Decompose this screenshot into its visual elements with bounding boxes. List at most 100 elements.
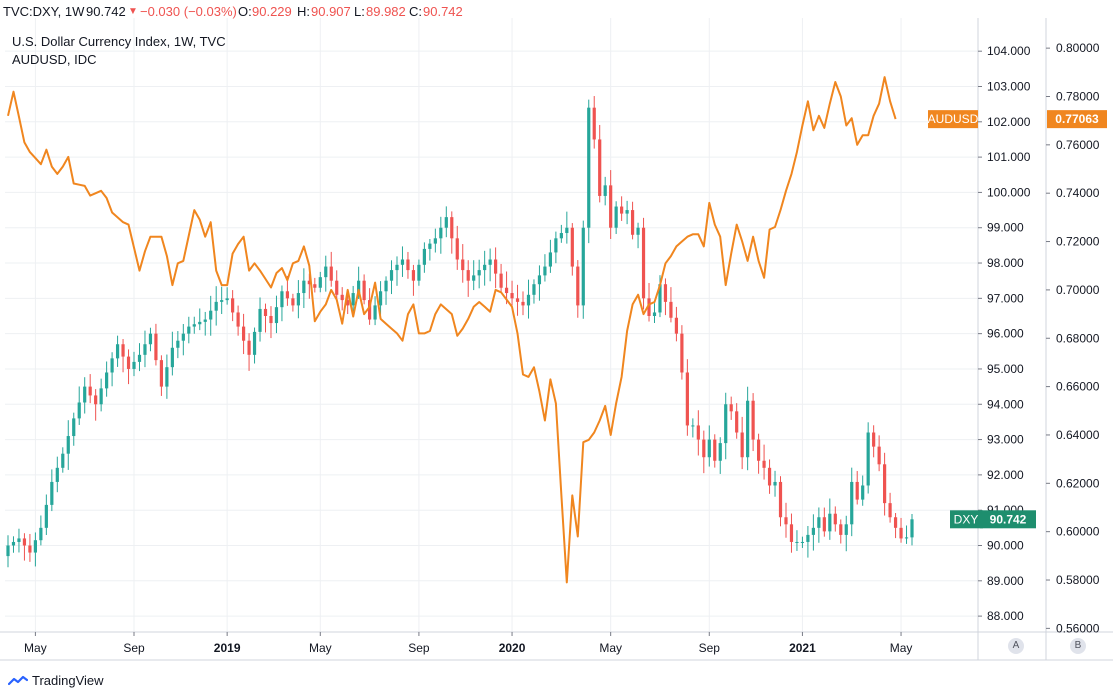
candle-body [778,481,783,518]
dxy-candle [888,492,892,523]
dxy-candle [395,256,399,286]
candle-body [417,264,421,281]
dxy-candle [806,525,810,558]
right-axis-tick-label: 0.60000 [1056,525,1100,539]
dxy-candle [269,306,273,339]
candle-body [877,446,881,465]
dxy-candle [126,349,131,385]
dxy-candle [630,201,635,240]
audusd-tag: AUDUSD [928,112,979,126]
candle-body [55,467,59,482]
candle-body [883,464,887,504]
candle-body [855,481,859,500]
left-axis-tick-label: 99.000 [987,221,1024,235]
open-label: O: [238,4,252,19]
candle-body [400,259,405,265]
dxy-candle [576,260,580,318]
candle-body [346,300,350,306]
dxy-candle [773,470,777,497]
candle-body [548,252,552,267]
candle-body [625,210,629,214]
candle-body [800,541,805,543]
dxy-tag-bg [950,510,983,529]
candle-body [844,524,848,535]
candle-body [893,517,898,528]
dxy-candle [663,278,668,316]
candle-body [225,298,229,301]
candle-body [817,517,821,528]
dxy-candle [384,276,388,305]
dxy-candle [488,248,492,282]
dxy-candle [198,308,202,331]
dxy-candle [850,467,854,537]
dxy-candle [351,285,355,314]
candle-body [307,280,311,285]
dxy-candle [83,377,87,414]
dxy-candle [115,335,120,367]
candle-body [510,293,514,299]
dxy-candle [406,251,410,279]
candle-body [384,280,388,292]
dxy-candle [225,287,229,305]
candle-body [729,404,733,412]
candle-body [455,238,459,260]
candle-body [72,418,76,437]
candle-body [620,206,624,214]
candle-body [630,210,635,235]
dxy-candle [707,425,711,467]
main-series-legend[interactable]: U.S. Dollar Currency Index, 1W, TVC [12,34,226,49]
candle-body [274,307,279,324]
dxy-candle [241,313,246,355]
candle-body [598,139,602,196]
dxy-candle [685,359,689,436]
dxy-candle [652,303,657,323]
candle-body [94,395,98,405]
audusd-series-line [7,76,897,584]
dxy-candle [373,296,377,326]
candle-body [565,227,569,234]
candle-body [291,298,295,306]
right-axis-tick-label: 0.80000 [1056,41,1100,55]
audusd-last-value-bg [1047,110,1107,129]
candle-body [483,264,487,271]
candle-body [674,317,679,334]
dxy-candle [439,216,443,254]
tradingview-logo[interactable]: TradingView [8,673,104,688]
dxy-candle [137,343,142,372]
audusd-tag-bg [928,110,978,129]
candle-body [340,294,344,301]
dxy-candle [231,290,235,322]
candle-body [910,519,914,538]
candle-body [187,326,191,334]
dxy-candle [236,305,240,336]
dxy-candle [274,295,279,334]
dxy-candle [691,418,695,438]
candle-body [165,367,169,387]
candle-body [126,356,131,369]
dxy-candle [756,433,761,474]
symbol-name[interactable]: TVC:DXY, 1W [3,4,85,19]
candle-body [214,301,218,311]
candle-body [77,402,81,419]
dxy-candle [494,247,498,289]
dxy-candle [680,325,684,380]
scale-button-a[interactable]: A [1008,638,1024,654]
candle-body [11,541,16,546]
dxy-candle [44,494,48,535]
left-axis-tick-label: 92.000 [987,468,1024,482]
x-axis-tick-label: Sep [699,641,721,655]
overlay-series-legend[interactable]: AUDUSD, IDC [12,52,97,67]
candle-body [236,312,240,327]
candle-body [318,277,322,288]
candle-body [285,291,290,299]
dxy-candle [121,339,125,373]
left-axis-tick-label: 102.000 [987,115,1031,129]
dxy-candle [696,410,700,456]
dxy-candle [746,386,750,471]
dxy-candle [641,217,646,310]
right-axis-tick-label: 0.68000 [1056,331,1100,345]
candle-body [263,308,268,316]
scale-button-b[interactable]: B [1070,638,1086,654]
dxy-candle [422,242,426,273]
